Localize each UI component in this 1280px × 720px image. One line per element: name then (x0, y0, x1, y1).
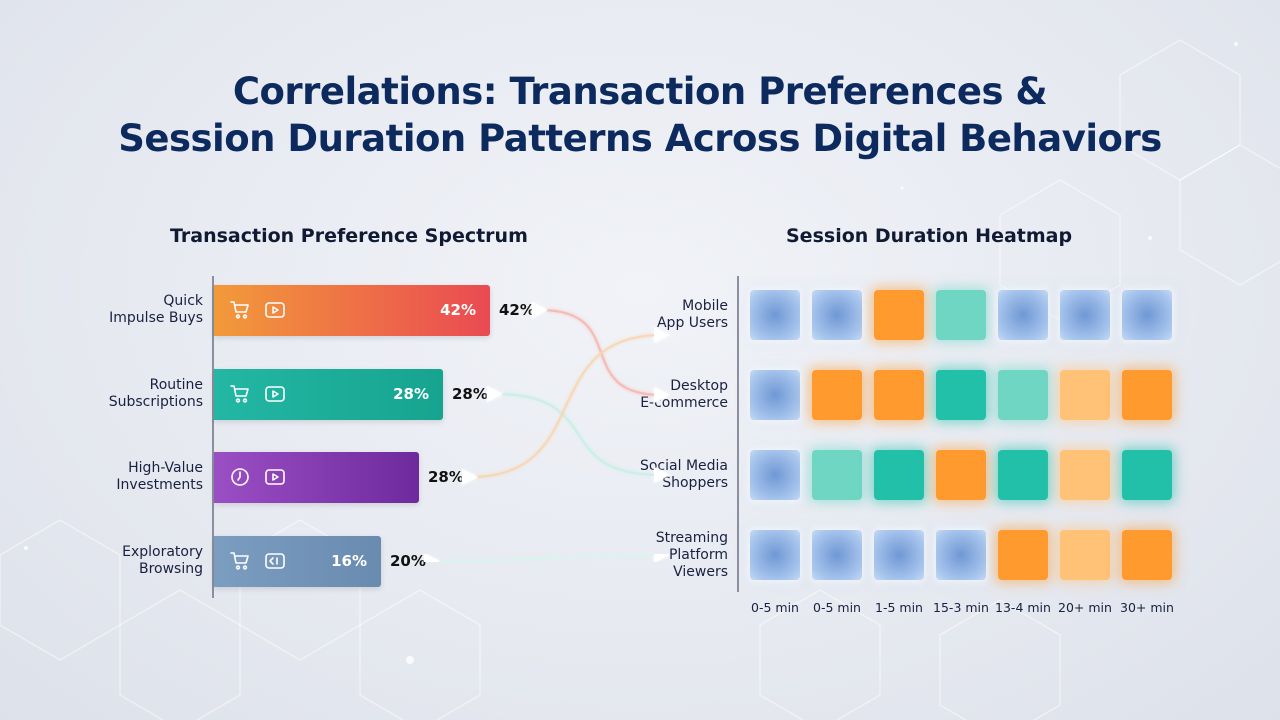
heatmap-cell (750, 450, 800, 500)
heatmap-cell (750, 290, 800, 340)
bar-category-label: High-Value Investments (8, 460, 203, 494)
heatmap-column-label: 1-5 min (875, 600, 923, 615)
heatmap-column-label: 20+ min (1058, 600, 1112, 615)
heatmap-row-label-line: Shoppers (662, 475, 728, 491)
bar-outside-label: 28% (428, 468, 464, 486)
heatmap-cell (812, 530, 862, 580)
bar-category-line1: High-Value (128, 460, 203, 476)
heatmap-cell (874, 290, 924, 340)
heatmap-cell (874, 450, 924, 500)
bar-chart-axis (212, 276, 214, 598)
heatmap-cell (1122, 370, 1172, 420)
heatmap-title: Session Duration Heatmap (786, 225, 1073, 247)
heatmap-row-label-line: Desktop (670, 378, 728, 394)
heatmap-column-label: 0-5 min (751, 600, 799, 615)
bar (214, 452, 419, 503)
bar: 28% (214, 369, 443, 420)
bar: 42% (214, 285, 490, 336)
play-icon (264, 384, 286, 404)
bar-outside-label: 42% (499, 301, 535, 319)
bar-icons (230, 551, 286, 571)
heatmap-row-label-line: Mobile (682, 298, 728, 314)
bar-category-line2: Subscriptions (108, 394, 203, 410)
bar-value-label: 28% (393, 385, 429, 403)
bar-category-line1: Routine (149, 377, 203, 393)
bar-outside-label: 28% (452, 385, 488, 403)
heatmap-cell (998, 290, 1048, 340)
bar-category-line1: Quick (163, 293, 203, 309)
heatmap-cell (998, 450, 1048, 500)
heatmap-cell (874, 530, 924, 580)
clock-icon (230, 467, 250, 487)
play-icon (264, 300, 286, 320)
bar-icons (230, 300, 286, 320)
cart-icon (230, 300, 250, 320)
heatmap-cell (874, 370, 924, 420)
heatmap-row-label-line: E-commerce (640, 395, 728, 411)
heatmap-cell (1122, 290, 1172, 340)
heatmap-column-label: 30+ min (1120, 600, 1174, 615)
bar-category-label: Routine Subscriptions (8, 377, 203, 411)
heatmap-column-label: 0-5 min (813, 600, 861, 615)
heatmap-row-label: Streaming Platform Viewers (600, 530, 728, 581)
cart-icon (230, 551, 250, 571)
main-title: Correlations: Transaction Preferences & … (0, 68, 1280, 162)
main-title-line1: Correlations: Transaction Preferences & (232, 70, 1048, 113)
bar-outside-label: 20% (390, 552, 426, 570)
bar-category-line2: Browsing (138, 561, 203, 577)
bar-icons (230, 467, 286, 487)
heatmap-cell (936, 450, 986, 500)
bar-icons (230, 384, 286, 404)
heatmap-cell (936, 290, 986, 340)
heatmap-row-label: Social Media Shoppers (600, 458, 728, 492)
heatmap-row-label-line: App Users (656, 315, 728, 331)
heatmap-row-label-line: Platform (668, 546, 728, 563)
bar-category-line1: Exploratory (122, 544, 203, 560)
heatmap-column-label: 13-4 min (995, 600, 1051, 615)
bar-category-label: Quick Impulse Buys (8, 293, 203, 327)
cart-icon (230, 384, 250, 404)
play-icon (264, 467, 286, 487)
heatmap-row-label: Mobile App Users (600, 298, 728, 332)
bar-chart-title: Transaction Preference Spectrum (170, 225, 528, 247)
heatmap-column-label: 15-3 min (933, 600, 989, 615)
bar: 16% (214, 536, 381, 587)
heatmap-row-label-line: Streaming (655, 529, 728, 546)
heatmap-cell (936, 370, 986, 420)
heatmap-axis (737, 276, 739, 592)
bar-category-line2: Impulse Buys (109, 310, 203, 326)
heatmap-cell (1060, 370, 1110, 420)
heatmap-cell (750, 530, 800, 580)
code-icon (264, 551, 286, 571)
bar-value-label: 42% (440, 301, 476, 319)
heatmap-cell (998, 530, 1048, 580)
bar-category-label: Exploratory Browsing (8, 544, 203, 578)
heatmap-cell (1060, 530, 1110, 580)
heatmap-cell (998, 370, 1048, 420)
heatmap-cell (1060, 450, 1110, 500)
heatmap-cell (1060, 290, 1110, 340)
bar-category-line2: Investments (116, 477, 203, 493)
heatmap-cell (936, 530, 986, 580)
main-title-line2: Session Duration Patterns Across Digital… (118, 117, 1162, 160)
heatmap-row-label-line: Viewers (673, 563, 728, 580)
heatmap-cell (812, 290, 862, 340)
heatmap-cell (1122, 450, 1172, 500)
heatmap-cell (812, 370, 862, 420)
bar-value-label: 16% (331, 552, 367, 570)
heatmap-cell (812, 450, 862, 500)
heatmap-row-label: Desktop E-commerce (600, 378, 728, 412)
heatmap-cell (1122, 530, 1172, 580)
heatmap-row-label-line: Social Media (639, 458, 728, 474)
heatmap-cell (750, 370, 800, 420)
